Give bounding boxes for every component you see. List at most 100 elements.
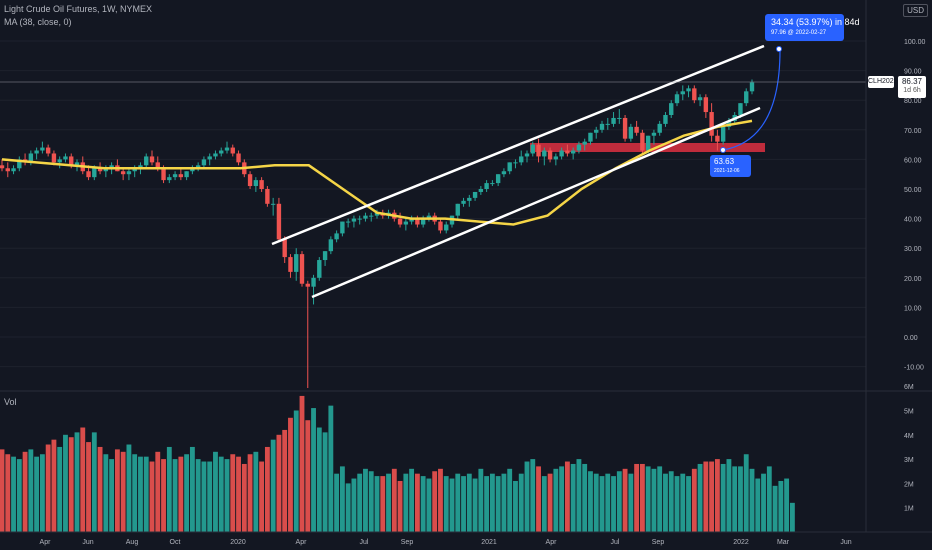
volume-bar (172, 459, 178, 532)
volume-bar (270, 439, 276, 532)
projection-target-dot[interactable] (776, 46, 782, 52)
volume-bar (143, 456, 149, 532)
volume-bar (282, 429, 288, 532)
volume-bar (697, 463, 703, 532)
candle-body (669, 103, 674, 115)
candle-body (57, 159, 62, 163)
candle-body (34, 150, 39, 154)
volume-bar (189, 446, 195, 532)
candle-body (103, 168, 109, 172)
volume-bar (80, 427, 86, 532)
volume-bar (132, 454, 138, 532)
volume-bar (714, 459, 720, 532)
candle-body (224, 147, 230, 151)
volume-bar (426, 478, 432, 532)
time-tick-label: Oct (170, 539, 181, 546)
candle-body (184, 171, 189, 178)
symbol-title[interactable]: Light Crude Oil Futures, 1W, NYMEX (4, 4, 153, 14)
candle-body (674, 94, 680, 104)
volume-bar (91, 432, 97, 532)
volume-bar (22, 451, 28, 532)
volume-bar (438, 468, 443, 532)
candle-body (622, 117, 628, 139)
candle-body (5, 168, 10, 172)
candle-body (703, 97, 709, 113)
volume-label[interactable]: Vol (4, 397, 17, 407)
volume-bar (789, 502, 795, 532)
candle-body (697, 97, 703, 101)
candle-body (519, 156, 524, 163)
volume-bar (513, 480, 518, 532)
candle-body (345, 221, 351, 223)
volume-bar (276, 434, 282, 532)
time-axis[interactable]: Apr Jun Aug Oct 2020 Apr Jul Sep 2021 Apr Jul Sep 20… (40, 539, 852, 546)
candle-body (195, 165, 201, 169)
candle-body (334, 233, 339, 240)
volume-bar (57, 446, 63, 532)
candle-body (744, 91, 749, 104)
candle-body (588, 132, 593, 142)
price-axis[interactable]: 100.00 90.00 80.00 70.00 60.00 50.00 40.00 30.0… (904, 39, 926, 372)
time-tick-label: Apr (296, 539, 308, 546)
candle-body (420, 218, 426, 225)
channel-lower-line[interactable] (311, 106, 761, 299)
volume-bar (39, 454, 45, 532)
candle-body (17, 159, 22, 169)
volume-bar (386, 473, 391, 532)
volume-bar (605, 473, 611, 532)
candle-body (663, 115, 668, 124)
candle-body (311, 277, 316, 287)
volume-bar (0, 449, 5, 532)
candle-body (524, 153, 530, 157)
volume-bar (478, 468, 484, 532)
volume-bar (97, 446, 103, 532)
volume-bar (103, 454, 109, 532)
volume-bar (288, 417, 293, 532)
candle-body (374, 212, 380, 216)
volume-bar (461, 476, 466, 532)
volume-bar (495, 476, 501, 532)
volume-bar (564, 461, 570, 532)
measure-annotation[interactable]: 34.34 (53.97%) in 84d 97.96 @ 2022-02-27 (765, 14, 860, 41)
candle-body (126, 171, 132, 175)
volume-bar (472, 478, 478, 532)
volume-bar (518, 473, 524, 532)
candle-body (738, 103, 743, 115)
volume-bar (114, 449, 120, 532)
volume-bar (345, 483, 351, 532)
low-annotation[interactable]: 63.63 2021-12-06 (710, 155, 751, 177)
volume-bar (334, 473, 340, 532)
candle-body (207, 156, 212, 160)
price-candles (0, 79, 755, 388)
currency-badge[interactable]: USD (903, 4, 928, 17)
volume-bar (536, 466, 541, 532)
candle-body (276, 203, 282, 240)
low-anchor-dot[interactable] (720, 147, 726, 153)
volume-bar (628, 473, 634, 532)
volume-bar (74, 432, 80, 532)
time-tick-label: 2020 (230, 539, 246, 546)
volume-bar (316, 427, 322, 532)
volume-bar (668, 471, 674, 532)
volume-bar (634, 463, 640, 532)
candle-body (657, 123, 662, 133)
low-value-text: 63.63 (714, 157, 735, 166)
candle-body (317, 260, 322, 278)
volume-bar (253, 451, 259, 532)
chart-grid (0, 40, 866, 368)
candle-body (403, 221, 409, 225)
channel-upper-line[interactable] (271, 44, 765, 246)
candle-body (247, 174, 253, 187)
volume-bar (749, 468, 755, 532)
candle-body (369, 215, 374, 217)
candle-body (640, 132, 645, 151)
candle-body (351, 218, 357, 222)
candle-body (692, 88, 697, 101)
candle-body (86, 171, 91, 178)
ma-indicator-label[interactable]: MA (38, close, 0) (4, 17, 72, 27)
volume-bar (259, 461, 265, 532)
volume-bar (322, 432, 328, 532)
time-tick-label: Apr (40, 539, 52, 546)
volume-bar (86, 442, 91, 532)
